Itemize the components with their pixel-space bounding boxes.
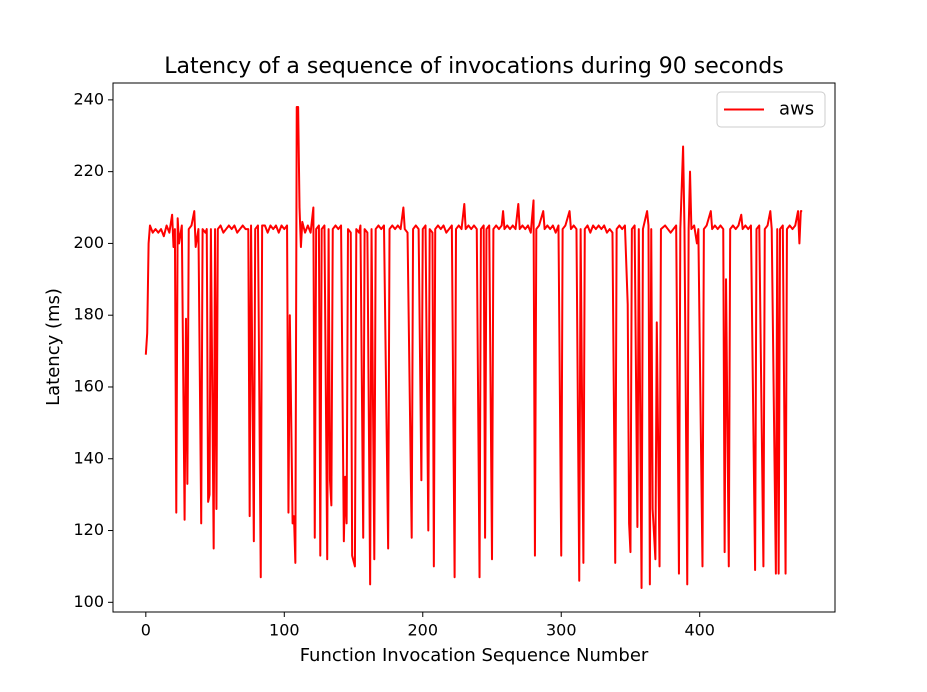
x-axis-label: Function Invocation Sequence Number: [300, 645, 649, 666]
y-tick-label: 200: [73, 233, 104, 252]
y-tick-label: 220: [73, 161, 104, 180]
y-axis-label: Latency (ms): [43, 288, 64, 406]
data-line: [144, 106, 803, 589]
plot-area: [144, 106, 803, 589]
x-tick-label: 0: [141, 621, 151, 640]
x-tick-label: 100: [269, 621, 300, 640]
chart-title: Latency of a sequence of invocations dur…: [164, 54, 783, 79]
x-tick-label: 300: [546, 621, 577, 640]
y-tick-label: 240: [73, 89, 104, 108]
y-tick-label: 100: [73, 592, 104, 611]
axes-frame: [112, 82, 836, 613]
y-tick-label: 120: [73, 520, 104, 539]
y-tick-label: 140: [73, 448, 104, 467]
x-tick-label: 200: [407, 621, 438, 640]
y-tick-label: 180: [73, 305, 104, 324]
legend-box: [716, 91, 826, 128]
y-tick-label: 160: [73, 376, 104, 395]
x-tick-label: 400: [684, 621, 715, 640]
legend-label: aws: [779, 99, 814, 120]
